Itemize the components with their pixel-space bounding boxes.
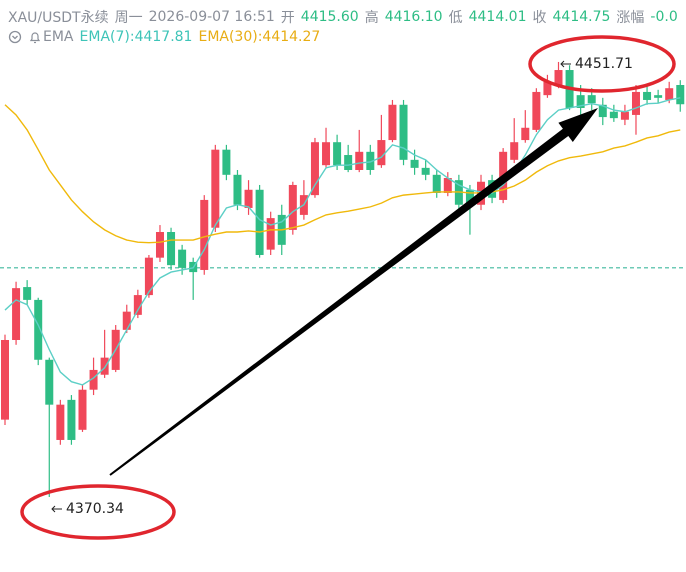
high-marker-label: 4451.71 — [575, 56, 633, 72]
candle-body — [465, 189, 474, 205]
candle-body — [510, 142, 519, 160]
candle-body — [211, 149, 220, 228]
candle-body — [410, 159, 419, 168]
header-row: XAU/USDT永续 周一 2026-09-07 16:51 开 4415.60… — [8, 7, 678, 27]
candle-body — [133, 295, 142, 315]
low-label: 低 — [448, 10, 463, 26]
candle-body — [598, 104, 607, 118]
candle-body — [200, 199, 209, 270]
candle-body — [521, 127, 530, 141]
marker-arrow — [51, 505, 56, 513]
ema-line — [4, 104, 681, 244]
low-marker-label: 4370.34 — [66, 501, 124, 517]
candle-body — [178, 249, 187, 268]
candle-body — [233, 174, 242, 205]
candle-body — [576, 95, 585, 108]
marker-arrow — [560, 60, 565, 68]
close-value: 4414.75 — [552, 9, 611, 25]
trend-arrow — [109, 108, 599, 476]
candle-body — [554, 70, 563, 85]
toggle-icon[interactable] — [8, 30, 22, 44]
candle-body — [244, 189, 253, 208]
candle-body — [333, 142, 342, 166]
candle-body — [421, 167, 430, 175]
candle-body — [266, 218, 275, 250]
candle-body — [543, 81, 552, 96]
candle-body — [78, 389, 87, 430]
candle-body — [67, 399, 76, 440]
candle-body — [377, 140, 386, 166]
candle-body — [532, 91, 541, 130]
open-value: 4415.60 — [300, 9, 359, 25]
candle-body — [222, 149, 231, 175]
candle-body — [643, 91, 652, 100]
candle-body — [322, 142, 331, 166]
candle-body — [1, 339, 9, 420]
candle-body — [676, 84, 685, 105]
candle-body — [45, 359, 54, 405]
open-label: 开 — [280, 10, 295, 26]
close-label: 收 — [532, 10, 547, 26]
candle-body — [100, 357, 109, 375]
candle-body — [399, 104, 408, 160]
candle-body — [587, 95, 596, 104]
candle-body — [665, 88, 674, 100]
weekday: 周一 — [114, 10, 143, 26]
candle-body — [23, 287, 32, 300]
low-value: 4414.01 — [468, 9, 527, 25]
candle-body — [56, 404, 65, 440]
candle-body — [167, 232, 176, 266]
candle-body — [344, 155, 353, 170]
candle-body — [155, 232, 164, 258]
candle-body — [366, 151, 375, 170]
candle-body — [620, 111, 629, 120]
ema30-value: EMA(30):4414.27 — [198, 29, 321, 45]
candle-body — [631, 91, 640, 115]
change-value: -0.0 — [650, 9, 678, 25]
high-value: 4416.10 — [384, 9, 443, 25]
highlight-circle — [528, 35, 676, 93]
candle-body — [443, 178, 452, 193]
candle-body — [355, 151, 364, 170]
indicator-row: EMA EMA(7):4417.81 EMA(30):4414.27 — [8, 29, 320, 45]
candle-body — [432, 174, 441, 193]
candle-body — [255, 189, 264, 255]
candle-body — [89, 369, 98, 390]
candle-body — [388, 104, 397, 141]
alert-icon[interactable] — [28, 30, 42, 44]
candle-body — [144, 257, 153, 296]
change-label: 涨幅 — [616, 10, 645, 26]
high-label: 高 — [364, 10, 379, 26]
ema-line — [4, 97, 681, 386]
candle-body — [654, 95, 663, 98]
highlight-circle — [20, 484, 176, 540]
indicator-name: EMA — [43, 29, 74, 45]
time: 2026-09-07 16:51 — [148, 9, 275, 25]
candle-body — [288, 184, 297, 230]
candle-body — [310, 142, 319, 196]
candle-body — [34, 299, 43, 360]
symbol: XAU/USDT永续 — [8, 10, 109, 26]
ema7-value: EMA(7):4417.81 — [79, 29, 193, 45]
candle-body — [12, 288, 21, 340]
candle-body — [609, 111, 618, 119]
candle-body — [122, 311, 131, 330]
